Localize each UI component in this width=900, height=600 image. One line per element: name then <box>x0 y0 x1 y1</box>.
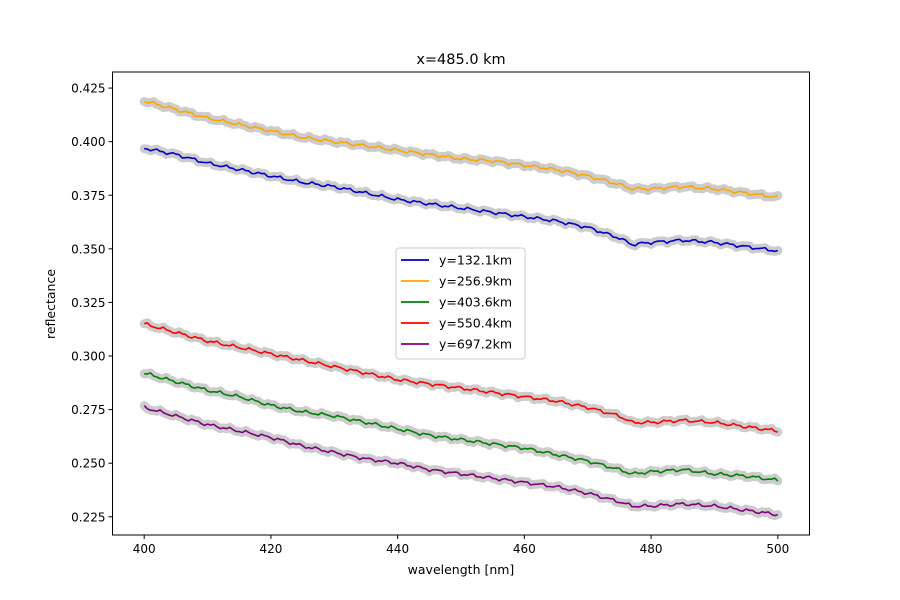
y-tick-label: 0.275 <box>71 403 105 417</box>
series-line-5 <box>143 405 779 517</box>
x-tick-label: 480 <box>640 542 663 556</box>
y-tick-label: 0.400 <box>71 135 105 149</box>
x-axis-label: wavelength [nm] <box>408 562 515 577</box>
y-tick-label: 0.375 <box>71 189 105 203</box>
series-lines <box>143 100 779 517</box>
x-tick-label: 420 <box>259 542 282 556</box>
legend-label-4: y=550.4km <box>439 316 512 331</box>
x-tick-label: 440 <box>386 542 409 556</box>
y-tick-label: 0.300 <box>71 350 105 364</box>
y-tick-label: 0.250 <box>71 457 105 471</box>
series-line-1 <box>144 147 779 253</box>
series-band-1 <box>139 144 783 256</box>
legend: y=132.1km y=256.9km y=403.6km y=550.4km y=69… <box>395 247 526 360</box>
series-band-2 <box>139 96 783 202</box>
plot-frame <box>112 71 810 536</box>
y-axis-ticks: 0.225 0.250 0.275 0.300 0.325 0.350 0.375 0.400… <box>71 82 113 524</box>
series-line-2 <box>143 100 779 198</box>
x-tick-label: 460 <box>513 542 536 556</box>
y-tick-label: 0.225 <box>71 510 105 524</box>
legend-label-5: y=697.2km <box>439 337 512 352</box>
legend-box <box>395 247 526 360</box>
x-tick-label: 400 <box>133 542 156 556</box>
y-tick-label: 0.350 <box>71 242 105 256</box>
y-tick-label: 0.325 <box>71 296 105 310</box>
y-axis-label: reflectance <box>43 269 58 339</box>
y-tick-label: 0.425 <box>71 82 105 96</box>
series-line-3 <box>144 372 779 482</box>
chart-title: x=485.0 km <box>416 52 505 68</box>
legend-label-2: y=256.9km <box>439 274 512 289</box>
series-line-4 <box>143 322 779 433</box>
x-axis-ticks: 400 420 440 460 480 500 <box>133 535 789 556</box>
legend-label-1: y=132.1km <box>439 253 512 268</box>
x-tick-label: 500 <box>766 542 789 556</box>
legend-label-3: y=403.6km <box>439 295 512 310</box>
